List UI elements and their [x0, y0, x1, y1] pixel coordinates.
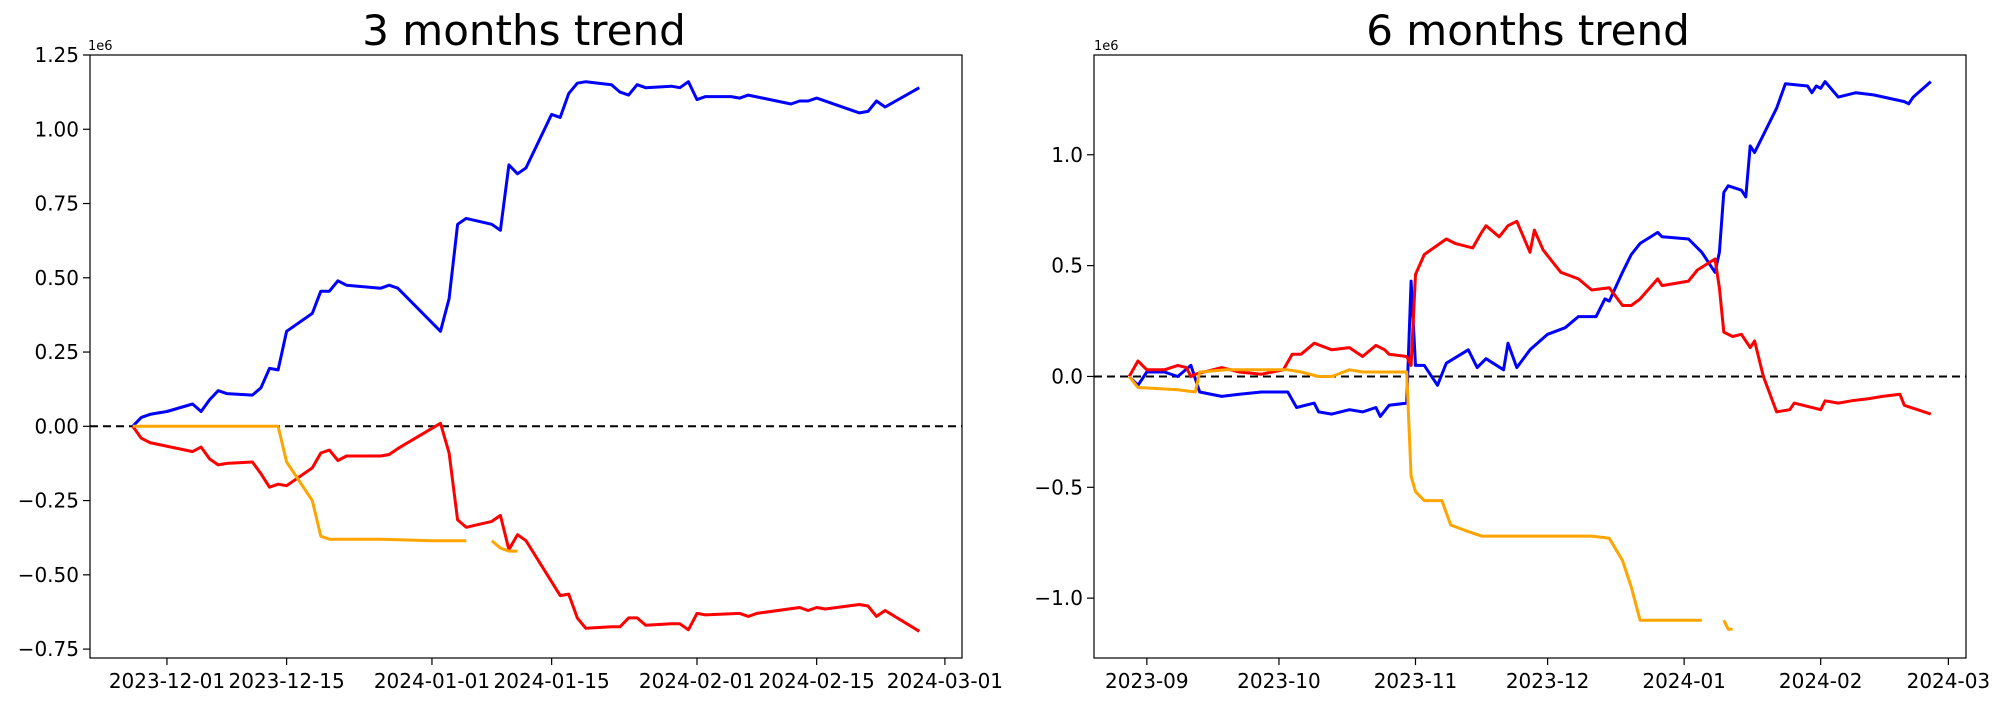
- plot-frame: [1093, 54, 1967, 659]
- y-offset-label: 1e6: [1094, 39, 1119, 54]
- y-tick-label: 0.0: [1051, 364, 1083, 388]
- x-tick-label: 2024-02: [1779, 669, 1863, 693]
- x-tick-label: 2024-01: [1642, 669, 1726, 693]
- chart-3-months: 3 months trend 1e6 1.25 1.00 0.75 0.50 0.25 0…: [18, 6, 1003, 693]
- series-line-0-segment-0: [131, 80, 921, 428]
- y-tick-label: −0.75: [18, 637, 79, 661]
- y-tick-label: 1.25: [34, 43, 79, 67]
- y-offset-label: 1e6: [88, 39, 113, 54]
- chart-6-months: 6 months trend 1e6 1.0 0.5 0.0 −0.5 −1.0 2023…: [1034, 6, 1990, 693]
- y-tick-label: −0.50: [18, 563, 79, 587]
- y-tick-label: 0.5: [1051, 254, 1083, 278]
- y-tick-label: −1.0: [1034, 586, 1083, 610]
- x-tick-label: 2023-10: [1237, 669, 1321, 693]
- chart-title: 6 months trend: [1366, 6, 1690, 55]
- series-line-0-segment-0: [1128, 80, 1932, 418]
- y-tick-label: 0.00: [34, 414, 79, 438]
- y-tick-label: 0.50: [34, 266, 79, 290]
- x-tick-label: 2023-09: [1105, 669, 1189, 693]
- x-tick-label: 2023-11: [1374, 669, 1458, 693]
- y-tick-label: 1.00: [34, 117, 79, 141]
- series-line-2-segment-1: [490, 539, 518, 553]
- series-line-2-segment-0: [132, 424, 467, 543]
- y-tick-label: −0.5: [1034, 475, 1083, 499]
- y-tick-label: 0.75: [34, 192, 79, 216]
- y-tick-label: 0.25: [34, 340, 79, 364]
- x-tick-label: 2024-03-01: [887, 669, 1003, 693]
- x-tick-label: 2024-02-01: [639, 669, 755, 693]
- y-tick-label: −0.25: [18, 489, 79, 513]
- x-tick-label: 2023-12-01: [109, 669, 225, 693]
- x-tick-label: 2024-03: [1907, 669, 1991, 693]
- series-line-1-segment-0: [1127, 219, 1932, 416]
- y-tick-label: 1.0: [1051, 143, 1083, 167]
- series-line-2-segment-0: [1128, 368, 1702, 622]
- chart-title: 3 months trend: [362, 6, 686, 55]
- x-tick-label: 2024-01-15: [494, 669, 610, 693]
- x-tick-label: 2023-12: [1506, 669, 1590, 693]
- plot-frame: [89, 54, 963, 659]
- x-tick-label: 2024-02-15: [759, 669, 875, 693]
- x-tick-label: 2024-01-01: [374, 669, 490, 693]
- series-line-1-segment-0: [131, 421, 921, 633]
- x-tick-label: 2023-12-15: [229, 669, 345, 693]
- series-line-2-segment-1: [1722, 619, 1733, 631]
